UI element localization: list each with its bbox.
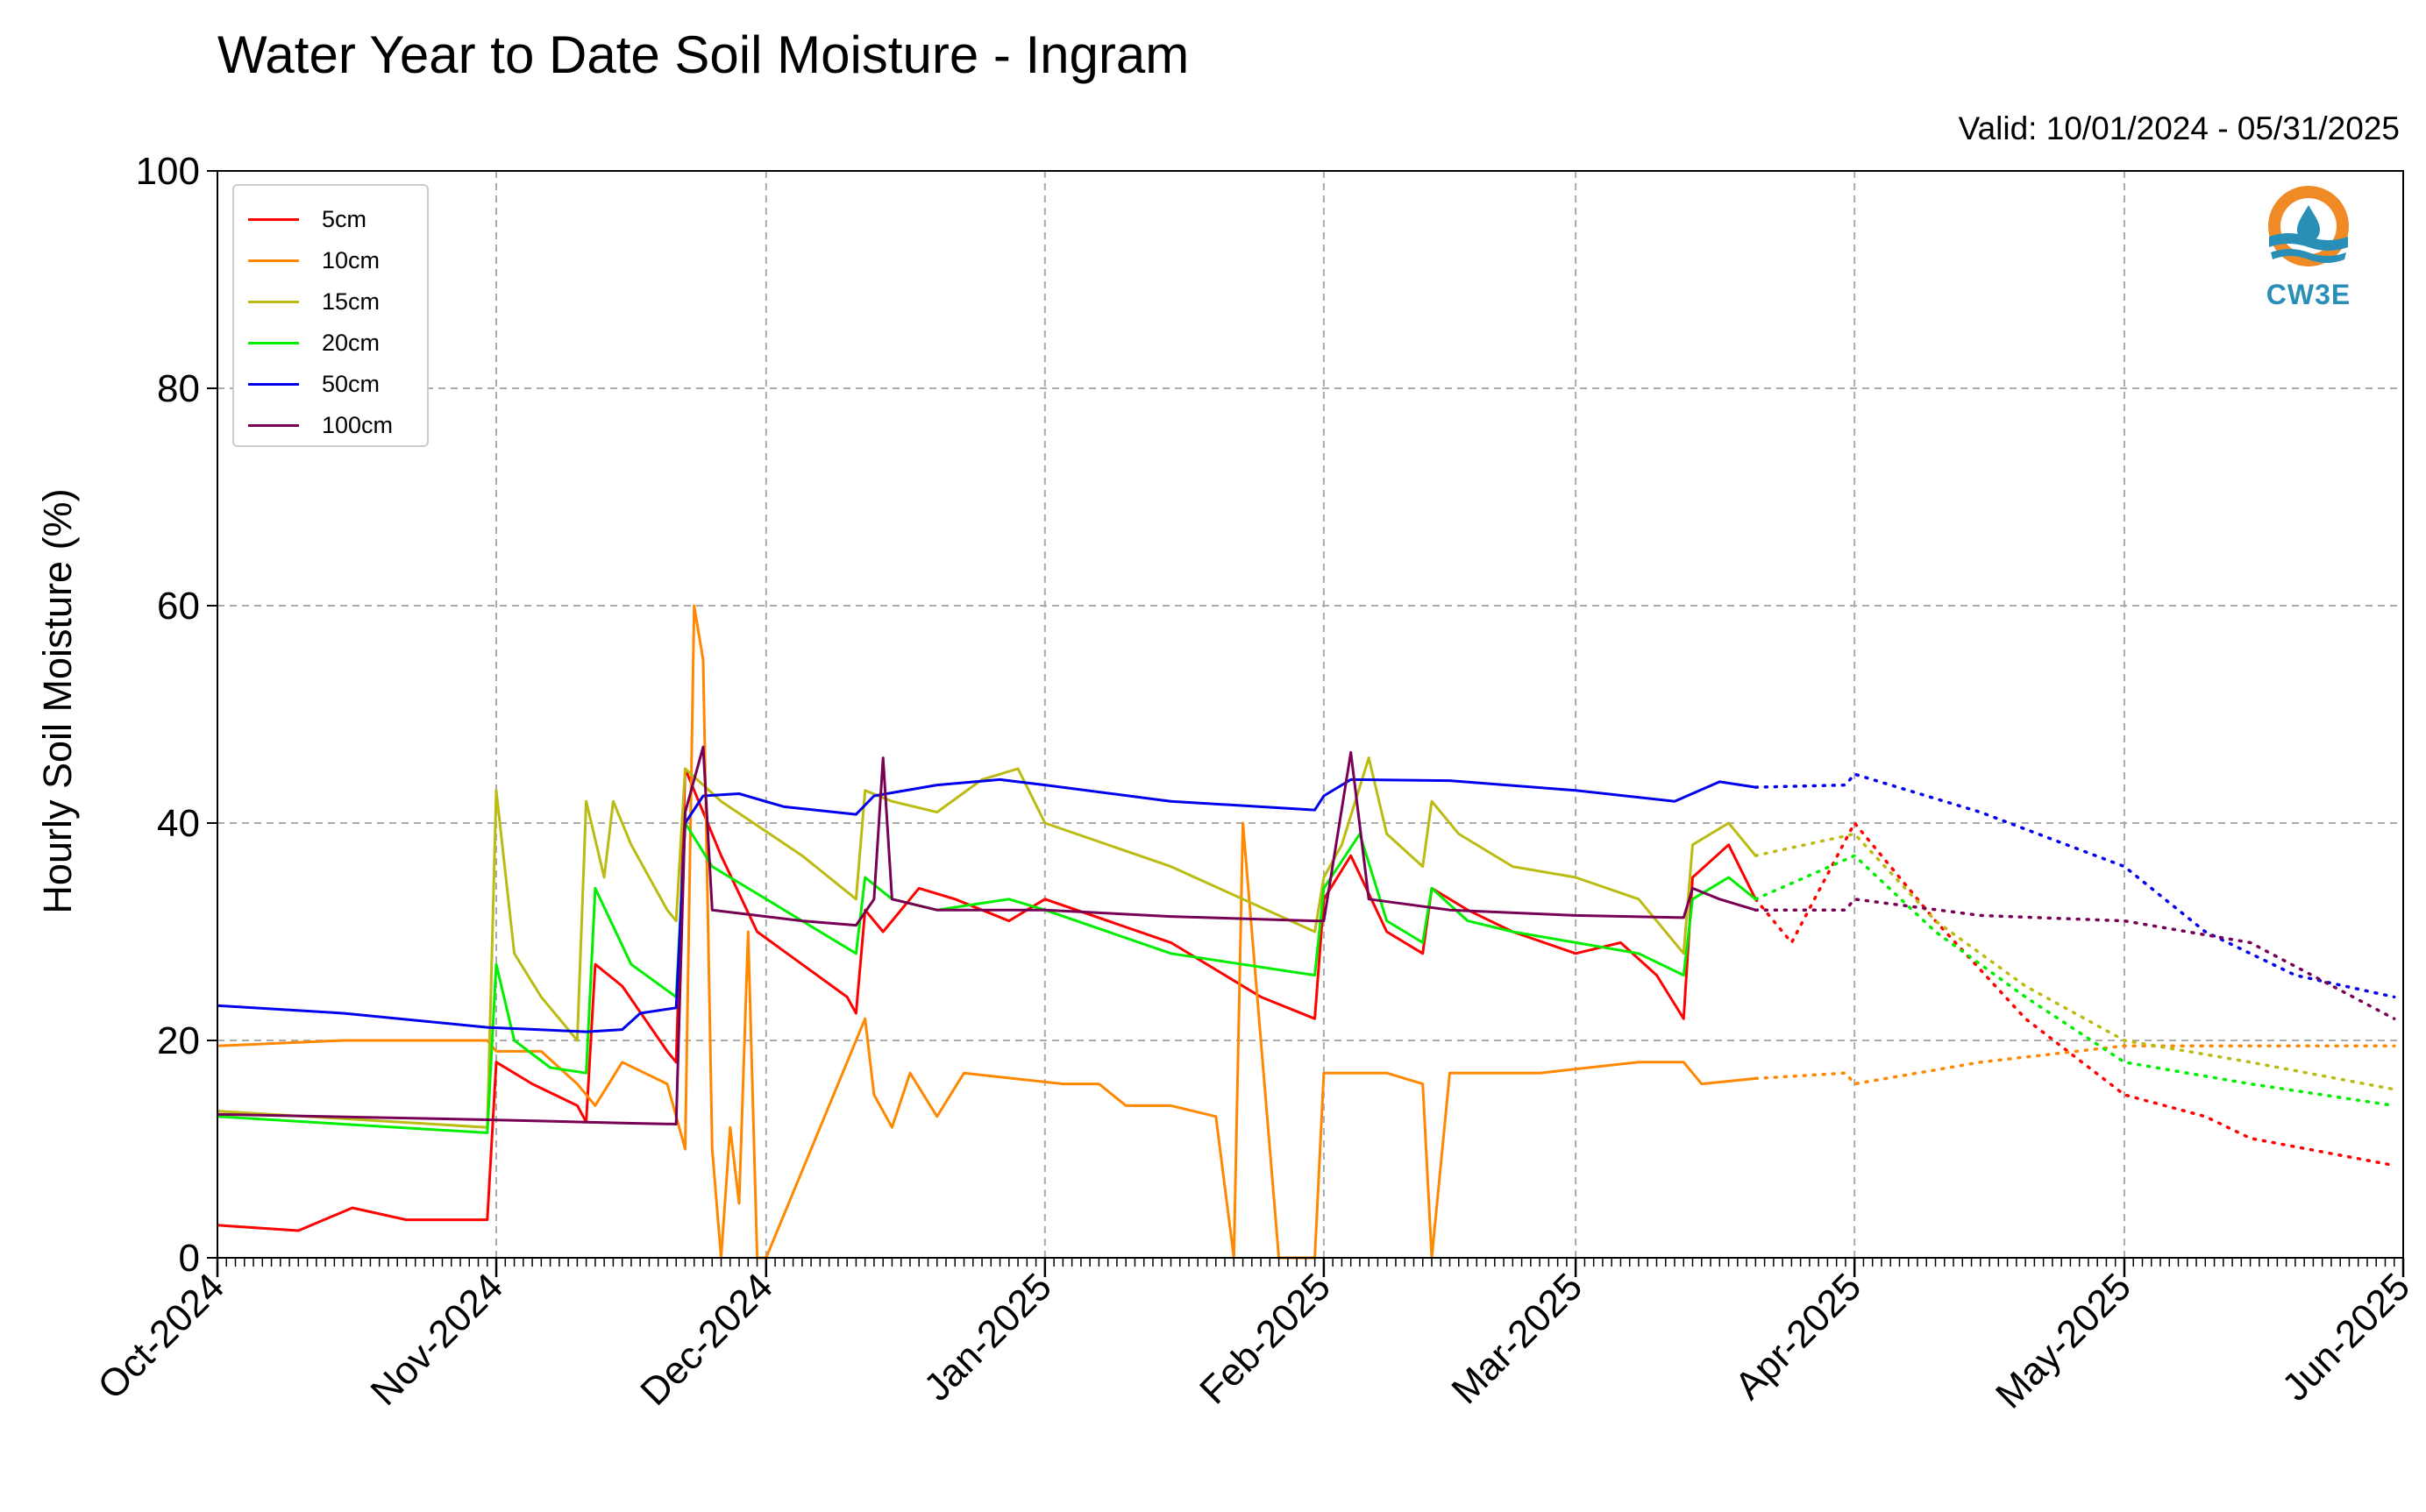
y-tick-label: 20	[157, 1019, 200, 1062]
y-tick-label: 80	[157, 367, 200, 410]
series-line-100cm	[217, 745, 1756, 1125]
legend-item-15cm: 15cm	[248, 284, 380, 319]
series-line-15cm	[217, 756, 1757, 1129]
series-line-50cm	[217, 777, 1756, 1033]
grid-lines	[217, 170, 2404, 1259]
y-tick-label: 100	[136, 150, 200, 193]
x-tick-label: Jun-2025	[2274, 1265, 2418, 1409]
legend-item-100cm: 100cm	[248, 408, 393, 443]
x-tick-label: Mar-2025	[1443, 1265, 1590, 1412]
logo-text: CW3E	[2266, 279, 2351, 310]
cw3e-logo: CW3E	[2252, 175, 2366, 324]
x-tick-label: Nov-2024	[363, 1265, 512, 1414]
legend-item-10cm: 10cm	[248, 243, 380, 278]
legend-swatch	[248, 300, 299, 303]
legend-swatch	[248, 259, 299, 262]
x-tick-label: May-2025	[1988, 1265, 2139, 1416]
series-forecast-20cm	[1754, 854, 2396, 1108]
x-tick-label: Oct-2024	[89, 1265, 232, 1408]
series-forecast-5cm	[1754, 820, 2396, 1168]
legend-label: 50cm	[322, 370, 381, 397]
legend-label: 10cm	[322, 246, 381, 273]
legend-swatch	[248, 423, 299, 427]
legend: 5cm 10cm 15cm 20cm 50cm 100cm	[232, 184, 429, 447]
legend-label: 100cm	[322, 411, 394, 438]
legend-item-20cm: 20cm	[248, 325, 380, 360]
legend-swatch	[248, 217, 299, 221]
series-forecast-50cm	[1754, 772, 2396, 999]
axis-ticks: 0 20 40 60 80 100 Oct-2024 Nov-2024 Dec-2024 Jan-…	[89, 150, 2418, 1416]
series-forecast-100cm	[1754, 897, 2396, 1020]
series-line-5cm	[217, 767, 1757, 1232]
y-tick-label: 40	[157, 802, 200, 845]
legend-item-5cm: 5cm	[248, 202, 366, 237]
legend-swatch	[248, 382, 299, 386]
series-forecast-10cm	[1754, 1044, 2396, 1086]
x-tick-label: Feb-2025	[1192, 1265, 1339, 1412]
legend-label: 20cm	[322, 329, 381, 356]
legend-label: 5cm	[322, 205, 367, 232]
logo-icon	[2268, 186, 2349, 266]
legend-item-50cm: 50cm	[248, 366, 380, 401]
series-line-20cm	[217, 821, 1757, 1134]
series-lines	[217, 604, 2396, 1260]
x-tick-label: Jan-2025	[916, 1265, 1060, 1409]
chart-title: Water Year to Date Soil Moisture - Ingra…	[217, 25, 1190, 84]
plot-frame	[217, 170, 2404, 1259]
legend-label: 15cm	[322, 287, 381, 315]
valid-range: Valid: 10/01/2024 - 05/31/2025	[1958, 110, 2400, 146]
y-tick-label: 0	[179, 1237, 200, 1280]
x-tick-label: Apr-2025	[1727, 1265, 1870, 1408]
legend-swatch	[248, 341, 299, 344]
series-line-10cm	[217, 604, 1756, 1260]
series-forecast-15cm	[1754, 832, 2396, 1091]
y-tick-label: 60	[157, 585, 200, 628]
x-tick-label: Dec-2024	[632, 1265, 781, 1414]
